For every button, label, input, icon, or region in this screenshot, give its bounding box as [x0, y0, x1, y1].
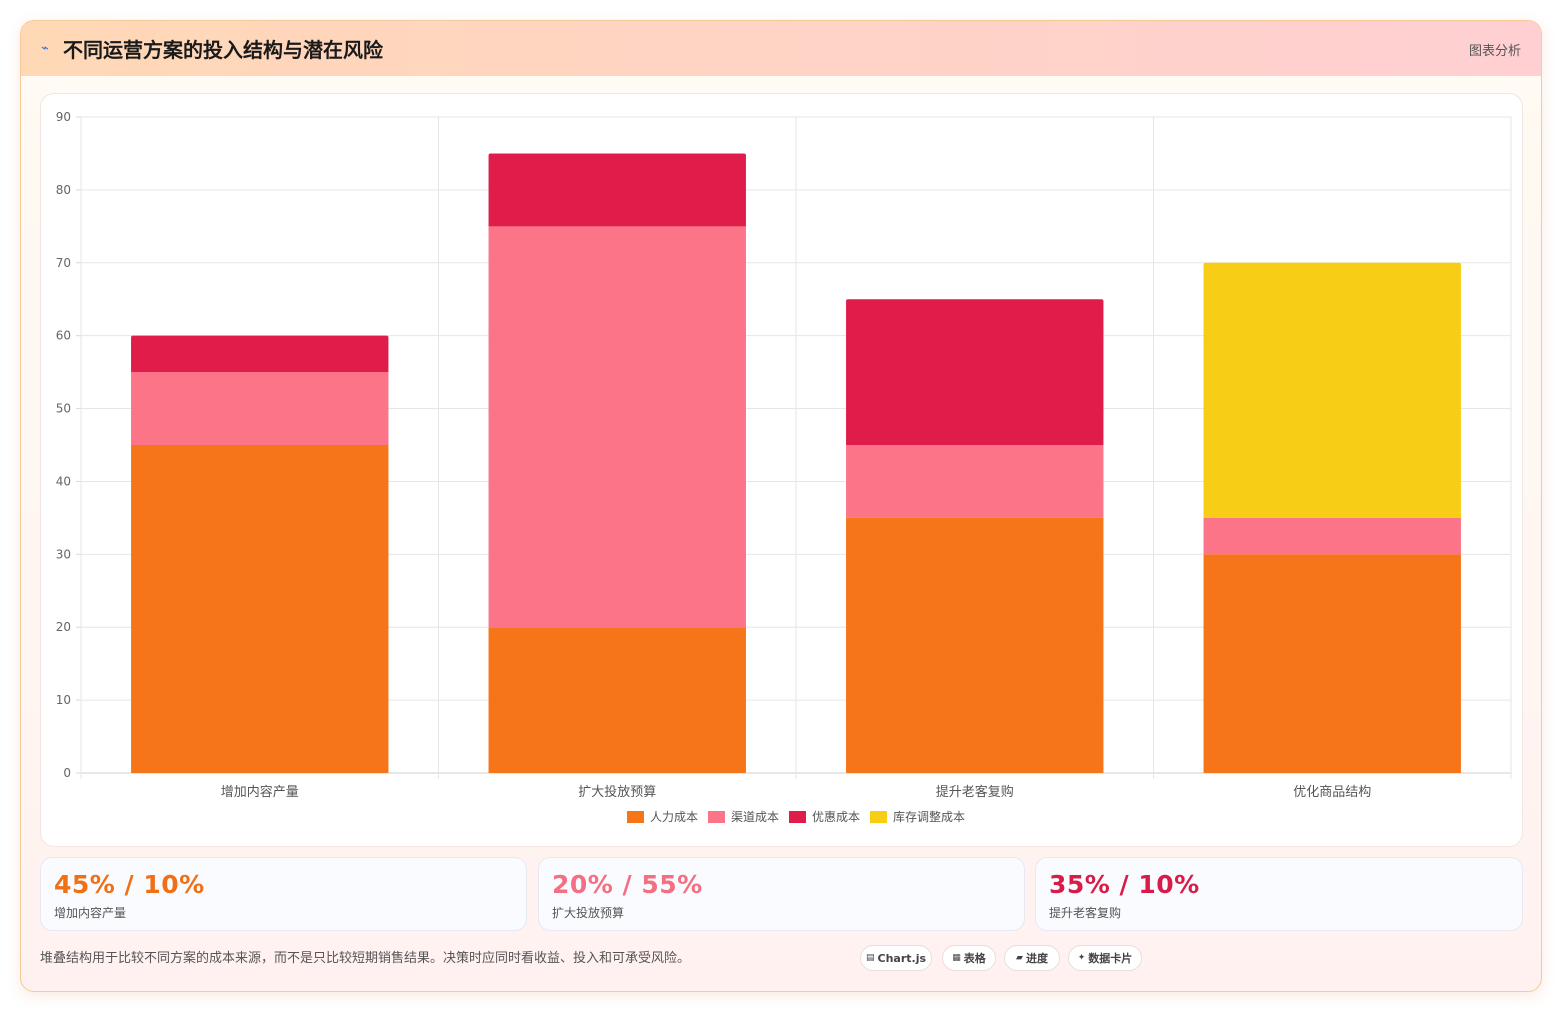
y-tick-label: 80 [56, 183, 71, 197]
pill-label: 表格 [963, 952, 986, 965]
legend-label: 库存调整成本 [893, 809, 965, 824]
card-header: ⌁ 不同运营方案的投入结构与潜在风险 图表分析 [21, 21, 1541, 76]
pill-label: Chart.js [877, 951, 927, 965]
y-tick-label: 50 [56, 402, 71, 416]
y-tick-label: 90 [56, 110, 71, 124]
bar-segment [131, 372, 389, 445]
progress-icon: ▰ [1016, 953, 1023, 963]
legend-label: 优惠成本 [812, 810, 860, 824]
table-icon: ▦ [952, 953, 961, 963]
stat-value: 20% / 55% [552, 870, 703, 899]
stat-label: 增加内容产量 [54, 906, 127, 920]
footer-note: 堆叠结构用于比较不同方案的成本来源，而不是只比较短期销售结果。决策时应同时看收益… [40, 951, 691, 966]
bar-segment [488, 226, 746, 628]
chart-card: ⌁ 不同运营方案的投入结构与潜在风险 图表分析 0 10 20 30 40 50 60 70 8… [20, 20, 1542, 992]
bar-segment [488, 153, 746, 227]
pill-data-card[interactable]: ✦ 数据卡片 [1068, 945, 1142, 971]
bar-segment [1203, 554, 1461, 773]
x-tick-label: 增加内容产量 [221, 784, 299, 800]
legend-label: 渠道成本 [731, 810, 779, 824]
stat-card-budget: 20% / 55% 扩大投放预算 [538, 857, 1025, 931]
x-tick-label: 扩大投放预算 [578, 784, 656, 800]
stat-card-content: 45% / 10% 增加内容产量 [40, 857, 527, 931]
bar-segment [131, 445, 389, 773]
legend-swatch [707, 811, 725, 823]
sparkle-icon: ✦ [1077, 953, 1086, 963]
pill-chartjs[interactable]: ▤ Chart.js [860, 945, 932, 971]
stat-card-repurchase: 35% / 10% 提升老客复购 [1035, 857, 1523, 931]
x-tick-label: 优化商品结构 [1293, 785, 1371, 800]
stat-value: 35% / 10% [1049, 870, 1200, 899]
pill-label: 数据卡片 [1088, 952, 1133, 965]
chart-analysis-link[interactable]: 图表分析 [1468, 44, 1521, 59]
bar-segment [846, 299, 1104, 445]
y-tick-label: 0 [63, 766, 71, 780]
bar-segment [1203, 517, 1461, 555]
legend-swatch [870, 811, 888, 823]
y-tick-label: 40 [56, 474, 71, 488]
stat-label: 扩大投放预算 [552, 906, 625, 920]
legend-label: 人力成本 [650, 810, 698, 824]
y-tick-label: 20 [56, 620, 71, 634]
y-tick-label: 10 [56, 693, 71, 707]
chart-area: 0 10 20 30 40 50 60 70 80 90 增加内容产量 扩大投放预算 提升老客复购 优化商… [40, 93, 1523, 847]
y-tick-label: 30 [56, 547, 71, 561]
x-tick-label: 提升老客复购 [936, 784, 1014, 800]
y-tick-label: 70 [56, 256, 71, 270]
stat-value: 45% / 10% [54, 870, 205, 899]
legend-swatch [626, 811, 644, 823]
stat-label: 提升老客复购 [1049, 906, 1122, 920]
bar-segment [846, 517, 1104, 773]
y-tick-label: 60 [56, 329, 71, 343]
legend-swatch [788, 811, 806, 823]
pill-label: 进度 [1025, 952, 1048, 965]
chart-icon: ⌁ [41, 41, 49, 56]
chart-icon: ▤ [865, 953, 875, 963]
pill-table[interactable]: ▦ 表格 [942, 945, 996, 971]
bar-segment [1203, 262, 1461, 518]
chart-title: 不同运营方案的投入结构与潜在风险 [63, 38, 383, 62]
bar-segment [846, 445, 1104, 518]
bar-segment [131, 335, 389, 373]
bar-segment [488, 627, 746, 773]
pill-progress[interactable]: ▰ 进度 [1004, 945, 1060, 971]
stacked-bar-chart: 0 10 20 30 40 50 60 70 80 90 增加内容产量 扩大投放预算 提升老客复购 优化商… [56, 110, 1512, 824]
